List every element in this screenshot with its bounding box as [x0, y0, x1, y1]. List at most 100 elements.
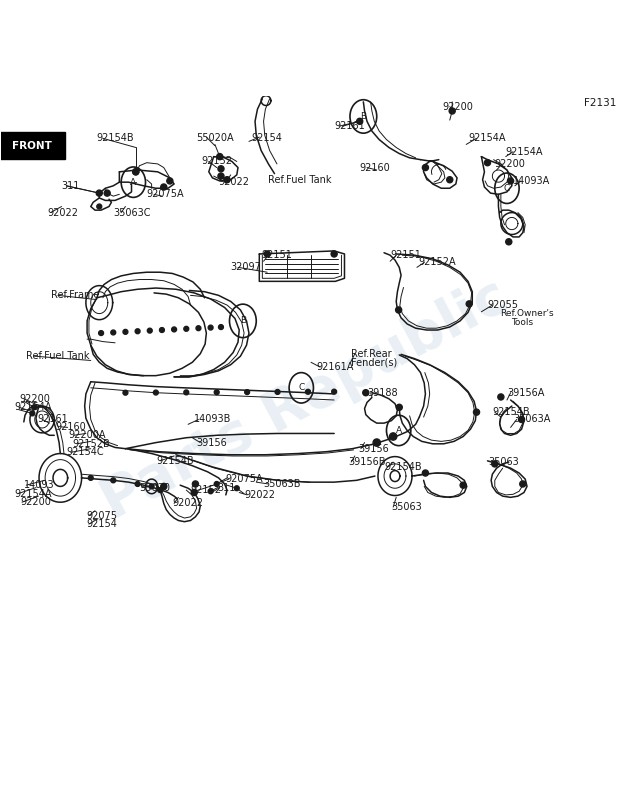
Text: Ref.Rear: Ref.Rear [351, 349, 392, 358]
Circle shape [363, 390, 369, 396]
Text: 92154C: 92154C [67, 447, 104, 458]
Circle shape [208, 489, 213, 494]
Text: 92154: 92154 [251, 134, 282, 143]
Circle shape [184, 390, 188, 395]
Circle shape [147, 328, 152, 333]
Text: 92200: 92200 [19, 394, 50, 404]
Circle shape [32, 405, 37, 410]
Text: 35063B: 35063B [264, 479, 301, 489]
Circle shape [449, 108, 455, 114]
Text: 92154A: 92154A [506, 146, 543, 157]
Text: C: C [504, 184, 510, 193]
Text: 92160: 92160 [55, 422, 86, 432]
Circle shape [422, 165, 429, 170]
Circle shape [520, 481, 526, 487]
Text: 14093: 14093 [24, 480, 55, 490]
Text: 92154A: 92154A [14, 402, 52, 412]
Text: A: A [396, 426, 402, 435]
Circle shape [30, 411, 35, 416]
Circle shape [172, 327, 177, 332]
Text: 39156: 39156 [197, 438, 228, 447]
Text: 92022: 92022 [47, 207, 78, 218]
Text: Ref.Fuel Tank: Ref.Fuel Tank [26, 351, 90, 361]
Text: 92152B: 92152B [73, 439, 110, 449]
Circle shape [466, 301, 472, 307]
Text: C: C [298, 383, 304, 392]
Circle shape [331, 251, 337, 257]
Text: 92154A: 92154A [468, 134, 506, 143]
Circle shape [99, 330, 103, 335]
Text: 55020: 55020 [139, 482, 170, 493]
Text: 32097: 32097 [231, 262, 262, 272]
Text: 92022: 92022 [172, 498, 203, 509]
Text: 92161A: 92161A [316, 362, 353, 372]
Circle shape [373, 439, 381, 446]
Circle shape [123, 330, 128, 334]
Text: 35063C: 35063C [113, 207, 151, 218]
Circle shape [196, 326, 201, 330]
Circle shape [191, 490, 197, 495]
Circle shape [485, 160, 491, 166]
Circle shape [123, 390, 128, 395]
Circle shape [332, 390, 337, 394]
Text: FRONT: FRONT [12, 141, 52, 150]
Text: 35063: 35063 [489, 457, 519, 467]
Circle shape [218, 173, 224, 179]
Circle shape [498, 394, 504, 400]
Circle shape [135, 482, 140, 486]
Text: 92151: 92151 [261, 250, 292, 260]
Text: 92055: 92055 [488, 300, 519, 310]
Text: 39156B: 39156B [349, 457, 386, 467]
Text: Fender(s): Fender(s) [351, 358, 397, 367]
Text: 92161: 92161 [334, 121, 365, 131]
Circle shape [208, 325, 213, 330]
Circle shape [506, 238, 512, 245]
Circle shape [224, 177, 230, 182]
Text: 92152A: 92152A [418, 258, 456, 267]
Circle shape [149, 484, 154, 489]
Text: 92151: 92151 [390, 250, 421, 260]
Circle shape [389, 433, 397, 440]
Text: 92075: 92075 [86, 510, 117, 521]
Circle shape [214, 482, 219, 486]
Circle shape [234, 486, 239, 490]
Circle shape [508, 178, 514, 184]
Text: 92154: 92154 [86, 519, 117, 529]
Text: 92152: 92152 [190, 485, 221, 495]
Circle shape [305, 390, 310, 394]
Circle shape [356, 118, 363, 124]
Circle shape [218, 166, 224, 172]
Text: 39156: 39156 [358, 444, 389, 454]
Circle shape [159, 327, 164, 333]
Text: 92200: 92200 [442, 102, 473, 112]
Text: 39188: 39188 [367, 388, 397, 398]
Text: 92154B: 92154B [157, 456, 194, 466]
Circle shape [111, 478, 116, 482]
Circle shape [447, 177, 453, 182]
Text: 92200: 92200 [20, 498, 51, 507]
Text: 92075A: 92075A [226, 474, 264, 484]
Circle shape [158, 488, 162, 493]
Circle shape [396, 307, 402, 313]
Text: 311: 311 [217, 482, 236, 493]
Text: 311: 311 [62, 181, 80, 191]
Circle shape [184, 326, 188, 331]
Circle shape [132, 169, 139, 175]
Circle shape [492, 461, 498, 467]
Text: A: A [130, 178, 136, 186]
Text: 92161: 92161 [37, 414, 68, 425]
Circle shape [96, 190, 102, 196]
Text: 92152: 92152 [202, 157, 233, 166]
Text: 92200A: 92200A [69, 430, 106, 440]
Text: 35063A: 35063A [513, 414, 550, 425]
Circle shape [104, 190, 110, 196]
Circle shape [244, 390, 249, 394]
Text: 92154B: 92154B [384, 462, 422, 472]
Circle shape [111, 330, 116, 335]
Circle shape [264, 251, 270, 257]
Circle shape [473, 409, 480, 415]
Circle shape [167, 178, 173, 184]
Text: Tools: Tools [511, 318, 532, 326]
Circle shape [422, 470, 429, 476]
Text: Ref.Fuel Tank: Ref.Fuel Tank [269, 174, 332, 185]
